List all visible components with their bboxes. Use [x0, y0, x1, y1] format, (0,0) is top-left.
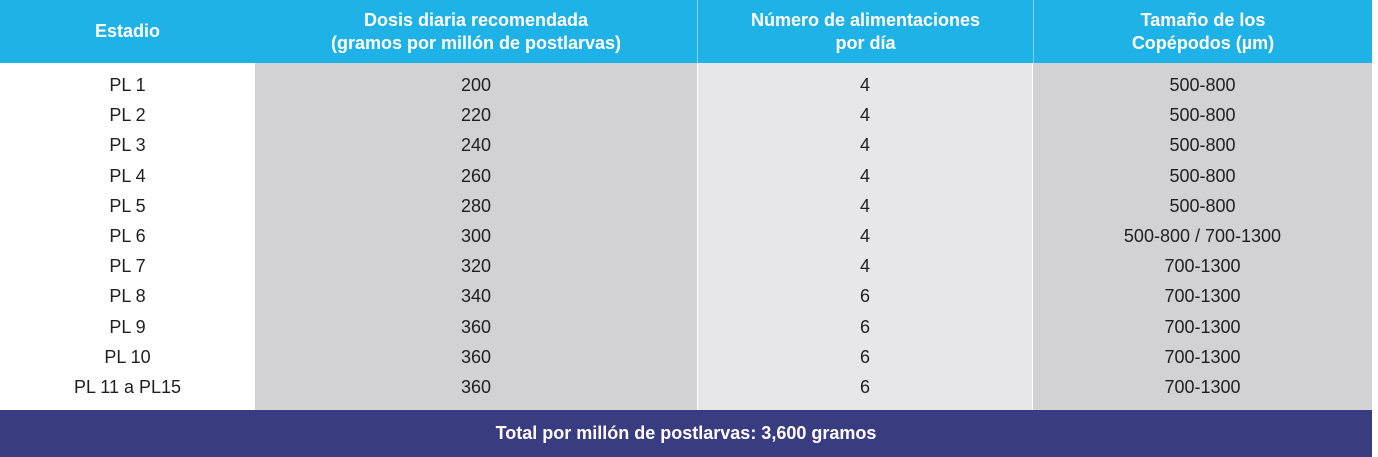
header-estadio-label: Estadio — [94, 21, 160, 41]
column-tamano: 500-800 500-800 500-800 500-800 500-800 500-8… — [1032, 63, 1372, 410]
cell-dosis: 320 — [460, 256, 492, 277]
cell-alimentaciones: 4 — [859, 195, 870, 216]
cell-alimentaciones: 6 — [859, 376, 870, 397]
cell-tamano: 700-1300 — [1164, 286, 1241, 307]
cell-tamano: 700-1300 — [1164, 346, 1241, 367]
cell-estadio: PL 4 — [109, 165, 146, 186]
table-body: PL 1 PL 2 PL 3 PL 4 PL 5 PL 6 PL 7 PL 8 PL 9 PL 1… — [0, 63, 1372, 410]
cell-dosis: 240 — [460, 135, 492, 156]
cell-tamano: 500-800 — [1169, 165, 1236, 186]
header-alimentaciones: Número de alimentaciones por día — [697, 0, 1033, 63]
table-footer-total: Total por millón de postlarvas: 3,600 gr… — [0, 410, 1372, 457]
cell-dosis: 220 — [460, 105, 492, 126]
header-tamano-line2: Copépodos (µm) — [1131, 32, 1275, 53]
cell-tamano: 500-800 / 700-1300 — [1123, 225, 1282, 246]
cell-dosis: 260 — [460, 165, 492, 186]
cell-estadio: PL 2 — [109, 105, 146, 126]
header-tamano: Tamaño de los Copépodos (µm) — [1033, 0, 1372, 63]
header-tamano-line1: Tamaño de los — [1140, 9, 1266, 30]
cell-estadio: PL 7 — [109, 256, 146, 277]
cell-alimentaciones: 6 — [859, 346, 870, 367]
cell-dosis: 360 — [460, 376, 492, 397]
cell-tamano: 700-1300 — [1164, 316, 1241, 337]
cell-dosis: 280 — [460, 195, 492, 216]
header-alimentaciones-line1: Número de alimentaciones — [750, 9, 981, 30]
cell-tamano: 700-1300 — [1164, 256, 1241, 277]
header-estadio: Estadio — [0, 0, 255, 63]
cell-dosis: 300 — [460, 225, 492, 246]
cell-estadio: PL 8 — [109, 286, 146, 307]
cell-alimentaciones: 4 — [859, 75, 870, 95]
column-alimentaciones: 4 4 4 4 4 4 4 6 6 6 6 — [697, 63, 1032, 410]
cell-alimentaciones: 4 — [859, 225, 870, 246]
cell-dosis: 360 — [460, 316, 492, 337]
column-dosis: 200 220 240 260 280 300 320 340 360 360 360 — [255, 63, 697, 410]
header-dosis-line1: Dosis diaria recomendada — [363, 9, 589, 30]
table-header: Estadio Dosis diaria recomendada (gramos… — [0, 0, 1372, 63]
cell-tamano: 500-800 — [1169, 195, 1236, 216]
cell-tamano: 500-800 — [1169, 105, 1236, 126]
column-estadio: PL 1 PL 2 PL 3 PL 4 PL 5 PL 6 PL 7 PL 8 PL 9 PL 1… — [0, 63, 255, 410]
header-dosis: Dosis diaria recomendada (gramos por mil… — [255, 0, 697, 63]
cell-estadio: PL 3 — [109, 135, 146, 156]
cell-tamano: 700-1300 — [1164, 376, 1241, 397]
cell-dosis: 200 — [460, 75, 492, 95]
cell-alimentaciones: 4 — [859, 135, 870, 156]
page-edge — [1372, 0, 1378, 457]
cell-tamano: 500-800 — [1169, 135, 1236, 156]
header-alimentaciones-line2: por día — [835, 32, 896, 53]
cell-estadio: PL 9 — [109, 316, 146, 337]
total-label: Total por millón de postlarvas: 3,600 gr… — [495, 423, 877, 443]
cell-estadio: PL 5 — [109, 195, 146, 216]
cell-alimentaciones: 4 — [859, 256, 870, 277]
cell-alimentaciones: 4 — [859, 165, 870, 186]
cell-estadio: PL 1 — [109, 75, 146, 95]
cell-estadio: PL 11 a PL15 — [73, 376, 182, 397]
cell-dosis: 340 — [460, 286, 492, 307]
cell-alimentaciones: 6 — [859, 316, 870, 337]
cell-estadio: PL 6 — [109, 225, 146, 246]
cell-alimentaciones: 6 — [859, 286, 870, 307]
cell-alimentaciones: 4 — [859, 105, 870, 126]
header-dosis-line2: (gramos por millón de postlarvas) — [330, 32, 622, 53]
cell-estadio: PL 10 — [104, 346, 151, 367]
cell-dosis: 360 — [460, 346, 492, 367]
cell-tamano: 500-800 — [1169, 75, 1236, 95]
